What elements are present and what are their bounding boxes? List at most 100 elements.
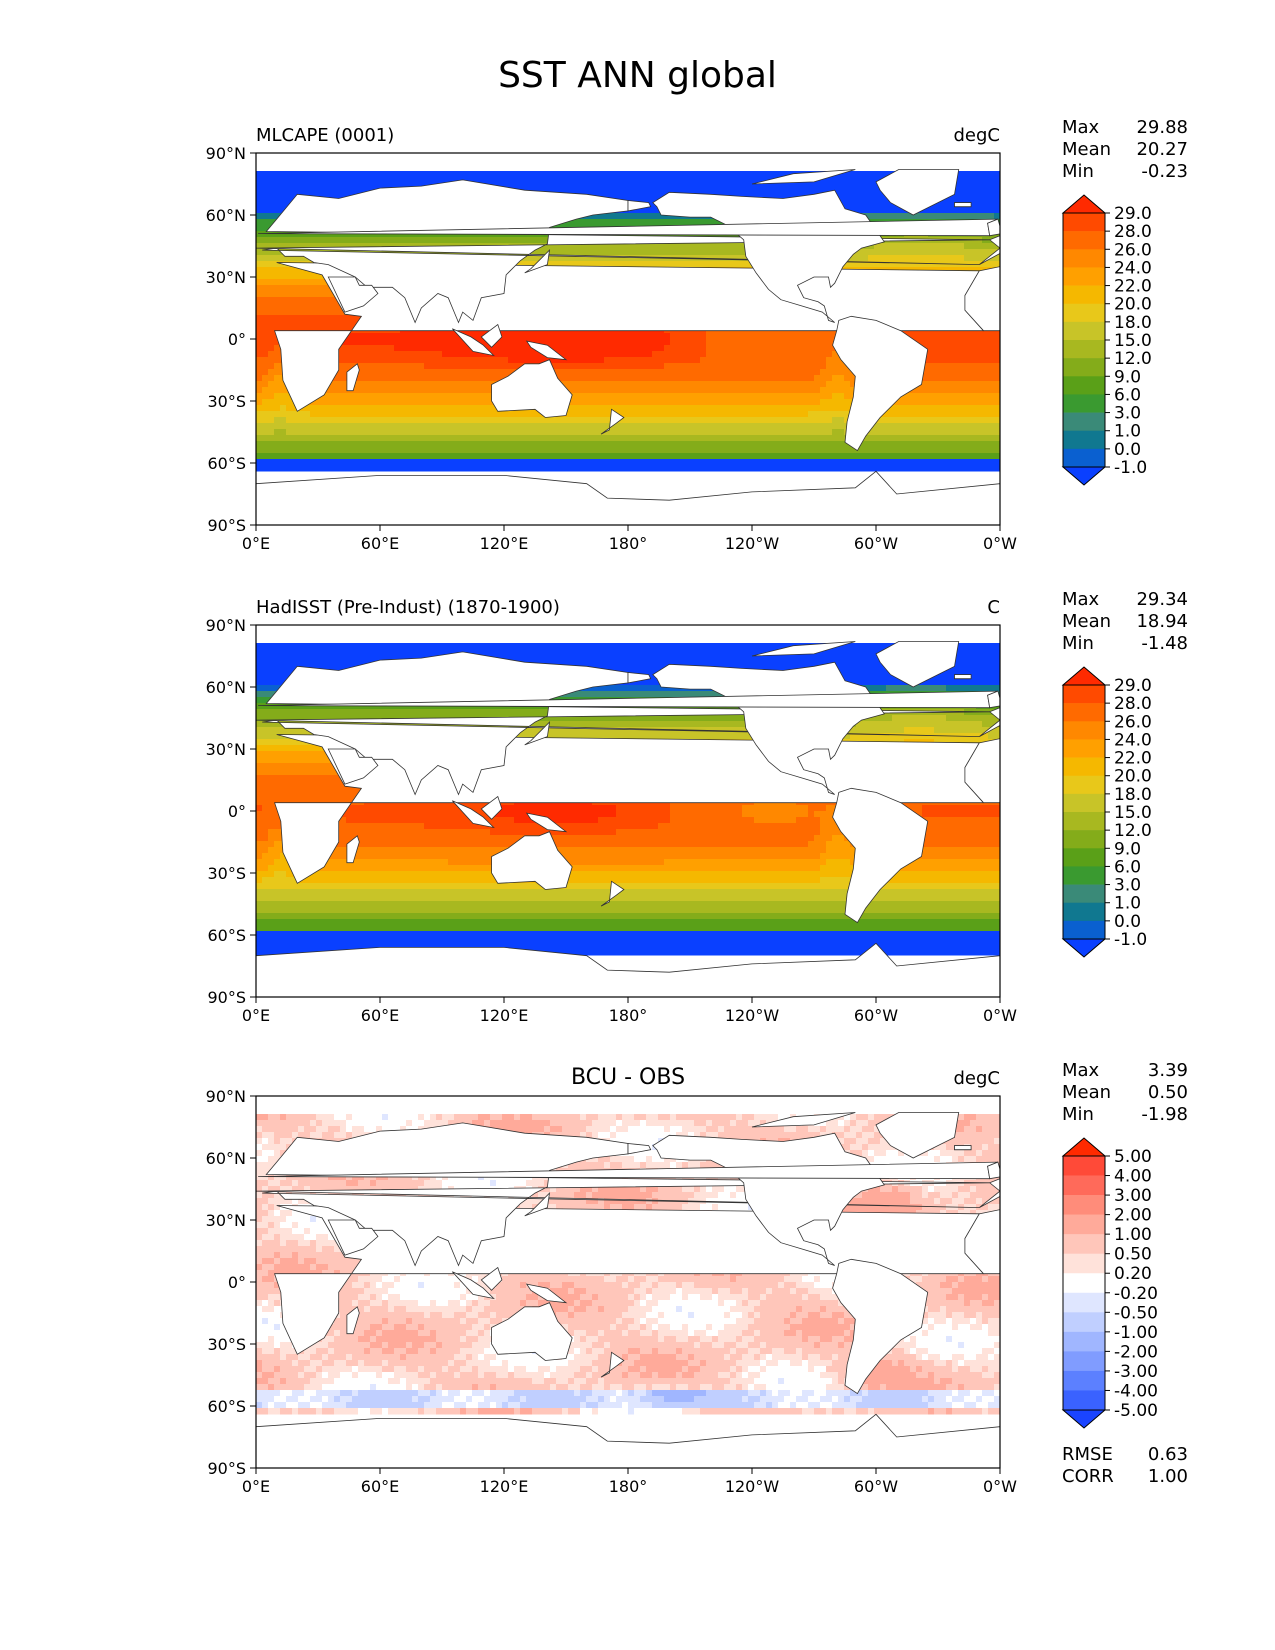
colorbar-tick-label: -4.00: [1114, 1381, 1158, 1401]
land-polygon: [525, 1283, 568, 1304]
land-polygon: [751, 169, 856, 185]
lat-tick-label: 90°N: [206, 616, 246, 635]
colorbar: 29.028.026.024.022.020.018.015.012.09.06…: [1061, 666, 1152, 958]
colorbar-tick-label: 0.20: [1114, 1264, 1152, 1284]
colorbar-segment: [1063, 358, 1105, 377]
colorbar-extend-max: [1061, 194, 1107, 214]
colorbar-tick-label: 6.0: [1114, 857, 1141, 877]
panel-units: C: [987, 597, 1000, 618]
colorbar-segment: [1063, 1351, 1105, 1372]
lat-tick-label: 30°N: [206, 268, 246, 287]
land-polygon: [600, 408, 625, 435]
lon-tick-label: 120°W: [725, 534, 780, 553]
land-polygon: [256, 179, 990, 324]
stat-value: 29.88: [1136, 117, 1188, 138]
land-polygon: [964, 738, 1000, 804]
stat-label: Mean: [1062, 611, 1111, 632]
stat-value: 18.94: [1136, 611, 1188, 632]
land-polygon: [1225, 325, 1246, 348]
panel-left-title: HadISST (Pre-Indust) (1870-1900): [256, 597, 560, 618]
land-polygon: [524, 248, 551, 274]
colorbar-segment: [1063, 321, 1105, 341]
land-polygon: [327, 1219, 379, 1256]
lon-tick-label: 60°W: [854, 1006, 898, 1025]
land-polygon: [1271, 1284, 1275, 1303]
stat-label: Min: [1062, 633, 1094, 654]
map-field: [256, 1096, 1275, 1468]
colorbar-segment: [1063, 1370, 1105, 1391]
land-polygon: [525, 812, 568, 833]
colorbar-tick-label: 2.00: [1114, 1206, 1152, 1226]
extra-stat-label: RMSE: [1062, 1444, 1113, 1465]
extra-stat-value: 0.63: [1148, 1444, 1188, 1465]
colorbar-extend-min: [1061, 938, 1107, 958]
land-polygon: [491, 1302, 573, 1361]
land-polygon: [999, 955, 1000, 997]
colorbar-segment: [1063, 721, 1105, 740]
lon-tick-label: 60°W: [854, 1477, 898, 1496]
colorbar-segment: [1063, 1390, 1105, 1411]
colorbar-segment: [1063, 213, 1105, 232]
colorbar-tick-label: 26.0: [1114, 712, 1152, 732]
land-polygon: [964, 266, 1000, 332]
lat-tick-label: 60°N: [206, 678, 246, 697]
land-polygon: [832, 787, 929, 924]
stat-label: Min: [1062, 1104, 1094, 1125]
land-polygon: [256, 1413, 1000, 1468]
colorbar-tick-label: 24.0: [1114, 730, 1152, 750]
colorbar-tick-label: 20.0: [1114, 295, 1152, 315]
colorbar-segment: [1063, 1273, 1105, 1294]
colorbar-segment: [1063, 267, 1105, 286]
land-polygon: [954, 674, 972, 680]
land-polygon: [452, 328, 495, 357]
lon-tick-label: 60°E: [361, 534, 399, 553]
lon-tick-label: 120°W: [725, 1006, 780, 1025]
lat-tick-label: 0°: [228, 330, 246, 349]
colorbar-tick-label: 1.00: [1114, 1225, 1152, 1245]
colorbar-tick-label: 5.00: [1114, 1147, 1152, 1167]
land-polygon: [256, 470, 1000, 525]
lat-tick-label: 30°N: [206, 1211, 246, 1230]
colorbar-tick-label: 20.0: [1114, 767, 1152, 787]
lon-tick-label: 180°: [609, 1006, 648, 1025]
colorbar-tick-label: 15.0: [1114, 331, 1152, 351]
lat-tick-label: 60°S: [207, 926, 246, 945]
map-field: [256, 625, 1000, 997]
stat-value: -1.48: [1141, 633, 1188, 654]
colorbar-segment: [1063, 866, 1105, 885]
lat-tick-label: 30°N: [206, 740, 246, 759]
colorbar-segment: [1063, 1292, 1105, 1313]
land-polygon: [875, 641, 960, 688]
land-polygon: [1271, 341, 1275, 360]
land-polygon: [346, 363, 360, 392]
colorbar-segment: [1063, 340, 1105, 359]
land-polygon: [1269, 1193, 1275, 1216]
lon-tick-label: 0°E: [242, 1477, 270, 1496]
colorbar-tick-label: 9.0: [1114, 839, 1141, 859]
land-polygon: [999, 483, 1000, 525]
colorbar-segment: [1063, 285, 1105, 305]
lon-tick-label: 0°E: [242, 534, 270, 553]
stat-value: -1.98: [1141, 1104, 1188, 1125]
colorbar-segment: [1063, 703, 1105, 722]
land-polygon: [480, 795, 503, 820]
colorbar-segment: [1063, 231, 1105, 250]
land-polygon: [751, 641, 856, 657]
panel-model: 90°N 60°N 30°N 0° 30°S 60°S 90°S0°E 60°E 120°E 18…: [206, 117, 1275, 553]
colorbar-tick-label: -0.20: [1114, 1284, 1158, 1304]
colorbar-tick-label: -3.00: [1114, 1362, 1158, 1382]
colorbar-tick-label: 18.0: [1114, 785, 1152, 805]
stat-label: Max: [1062, 1060, 1100, 1081]
land-polygon: [875, 169, 960, 216]
colorbar-tick-label: 3.0: [1114, 404, 1141, 424]
colorbar-segment: [1063, 812, 1105, 831]
lat-tick-label: 0°: [228, 1273, 246, 1292]
colorbar-tick-label: -0.50: [1114, 1303, 1158, 1323]
colorbar-tick-label: 4.00: [1114, 1167, 1152, 1187]
colorbar-segment: [1063, 1214, 1105, 1235]
land-polygon: [627, 200, 652, 212]
colorbar-tick-label: 1.0: [1114, 422, 1141, 442]
lat-tick-label: 60°N: [206, 1149, 246, 1168]
map-field: [256, 153, 1275, 525]
